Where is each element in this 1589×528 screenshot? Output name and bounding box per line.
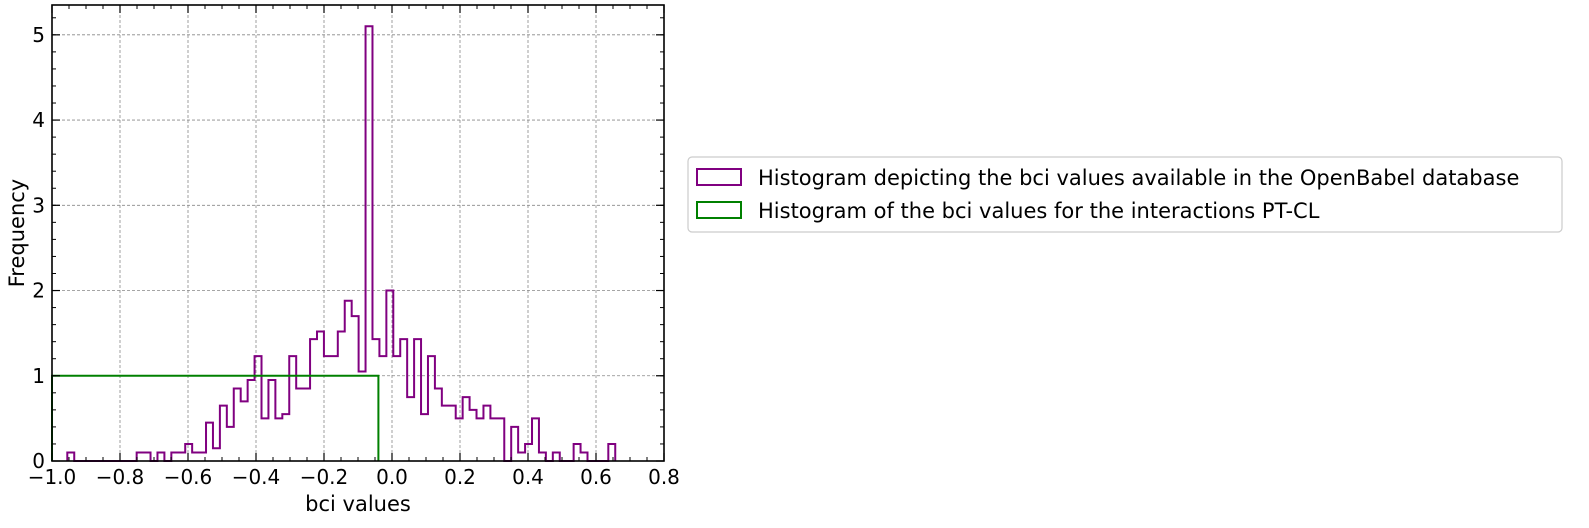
grid-lines — [52, 5, 664, 461]
x-tick-label: 0.6 — [580, 465, 612, 489]
y-tick-label: 2 — [32, 279, 45, 303]
x-tick-label: −1.0 — [28, 465, 77, 489]
plot-series — [51, 25, 617, 462]
legend-entry-pt-cl: Histogram of the bci values for the inte… — [758, 199, 1320, 223]
x-tick-label: 0.4 — [512, 465, 544, 489]
histogram-step-openbabel — [66, 25, 617, 462]
y-tick-label: 5 — [32, 23, 45, 47]
x-tick-label: −0.4 — [232, 465, 281, 489]
legend-frame — [687, 156, 1563, 233]
y-tick-label: 1 — [32, 364, 45, 388]
tick-labels: −1.0 −0.8 −0.6 −0.4 −0.2 0.0 0.2 0.4 0.6 0.8 0 1 2 3 4… — [28, 23, 680, 489]
x-axis-label: bci values — [305, 492, 411, 516]
legend-swatch-pt-cl — [696, 201, 742, 219]
x-tick-label: −0.6 — [164, 465, 213, 489]
x-tick-label: −0.8 — [96, 465, 145, 489]
legend-swatch-openbabel — [696, 168, 742, 186]
legend-entry-openbabel: Histogram depicting the bci values avail… — [758, 166, 1519, 190]
y-tick-label: 4 — [32, 108, 45, 132]
plot-frame — [51, 4, 665, 462]
x-tick-label: 0.8 — [648, 465, 680, 489]
y-axis-label: Frequency — [5, 179, 29, 288]
legend: Histogram depicting the bci values avail… — [687, 156, 1563, 233]
y-tick-label: 0 — [32, 449, 45, 473]
x-tick-label: −0.2 — [300, 465, 349, 489]
x-tick-label: 0.2 — [444, 465, 476, 489]
axis-ticks — [51, 5, 665, 462]
x-tick-label: 0.0 — [376, 465, 408, 489]
y-tick-label: 3 — [32, 193, 45, 217]
